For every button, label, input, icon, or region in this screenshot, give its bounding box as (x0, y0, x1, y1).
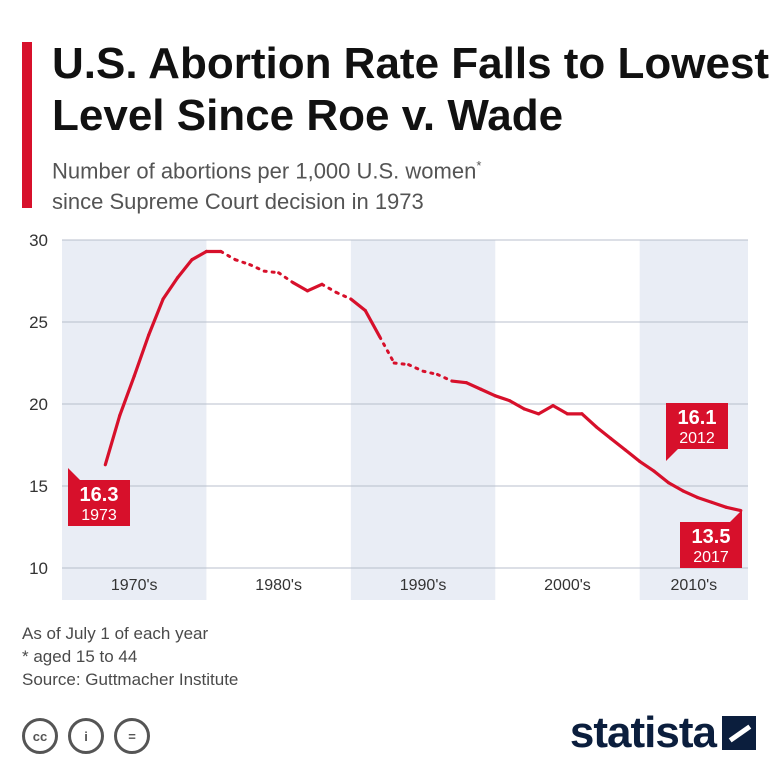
series-segment (392, 361, 411, 367)
chart-subtitle: Number of abortions per 1,000 U.S. women… (52, 150, 752, 217)
series-segment (378, 335, 396, 365)
series-segment (407, 363, 425, 373)
decade-label: 1980's (255, 577, 302, 594)
series-segment (161, 276, 180, 301)
series-segment (464, 381, 483, 391)
license-icons: cc i = (22, 718, 150, 754)
callout-year: 1973 (81, 507, 117, 524)
series-segment (277, 271, 295, 285)
decade-label: 2000's (544, 577, 591, 594)
series-segment (666, 481, 685, 493)
series-segment (334, 290, 353, 301)
logo-text: statista (569, 708, 717, 757)
callout-pointer (68, 468, 80, 480)
decade-labels: 1970's 1980's 1990's 2000's 2010's (111, 577, 717, 594)
series-segment (363, 308, 382, 339)
callout-box (68, 480, 130, 526)
series-segment (219, 249, 237, 262)
decade-band (350, 240, 496, 600)
y-tick-label: 25 (29, 313, 48, 332)
note-date: As of July 1 of each year (22, 624, 209, 643)
series-segment (233, 258, 252, 267)
callout-box (666, 403, 728, 449)
series-segment (536, 404, 555, 416)
series-segment (305, 282, 324, 293)
series-segment (652, 469, 671, 485)
grid-lines (62, 239, 748, 569)
series-segment (132, 333, 151, 378)
callout-value: 16.1 (678, 407, 717, 429)
series-segment (522, 407, 541, 416)
decade-label: 1970's (111, 577, 158, 594)
chart-title: U.S. Abortion Rate Falls to Lowest Level… (52, 39, 770, 140)
callout-year: 2012 (679, 430, 715, 447)
series-segment (450, 379, 468, 385)
series-segment (248, 263, 266, 273)
callout-pointer (730, 510, 742, 522)
series-segment (623, 448, 642, 463)
decade-bands (62, 240, 748, 600)
title-accent-bar (22, 42, 32, 208)
y-tick-label: 30 (29, 231, 48, 250)
callout-value: 16.3 (80, 484, 119, 506)
series-segment (479, 387, 497, 398)
series-segment (291, 281, 310, 293)
footnotes: As of July 1 of each year * aged 15 to 4… (22, 622, 238, 691)
series-line (103, 249, 743, 513)
subtitle-footnote-mark: * (476, 158, 482, 173)
series-segment (594, 425, 613, 441)
callout-pointer (666, 449, 678, 461)
series-segment (349, 297, 367, 313)
series-segment (118, 374, 136, 418)
series-segment (695, 495, 714, 504)
logo-mark-icon (722, 716, 756, 750)
decade-label: 2010's (671, 577, 718, 594)
series-segment (435, 372, 454, 383)
series-segment (580, 412, 598, 429)
series-segment (638, 459, 656, 473)
subtitle-line2: since Supreme Court decision in 1973 (52, 189, 424, 215)
creative-commons-icon[interactable]: cc (22, 718, 58, 754)
callout-year: 2017 (693, 549, 729, 566)
series-segment (190, 249, 209, 262)
series-segment (103, 413, 122, 467)
y-axis-ticks: 10 15 20 25 30 (29, 231, 48, 578)
decade-label: 1990's (400, 577, 447, 594)
line-chart: 10 15 20 25 30 1970's 1980's 1990's 2000's 2010'… (29, 231, 748, 600)
series-segment (262, 269, 281, 275)
y-tick-label: 15 (29, 477, 48, 496)
decade-band (62, 240, 207, 600)
series-segment (508, 399, 526, 411)
series-segment (609, 436, 627, 452)
series-segment (724, 505, 743, 513)
y-tick-label: 20 (29, 395, 48, 414)
series-segment (710, 500, 728, 509)
statista-logo[interactable]: statista (570, 708, 756, 758)
series-segment (493, 394, 512, 403)
y-tick-label: 10 (29, 559, 48, 578)
series-segment (421, 369, 439, 376)
series-segment (175, 258, 194, 280)
note-age: * aged 15 to 44 (22, 647, 138, 666)
source-note: Source: Guttmacher Institute (22, 670, 239, 689)
attribution-icon[interactable]: i (68, 718, 104, 754)
series-segment (147, 297, 165, 337)
series-segment (681, 489, 700, 500)
series-segment (551, 404, 570, 416)
callout-value: 13.5 (692, 526, 731, 548)
series-segment (320, 282, 338, 294)
callout-box (680, 522, 742, 568)
no-derivatives-icon[interactable]: = (114, 718, 150, 754)
subtitle-line1: Number of abortions per 1,000 U.S. women (52, 158, 477, 184)
